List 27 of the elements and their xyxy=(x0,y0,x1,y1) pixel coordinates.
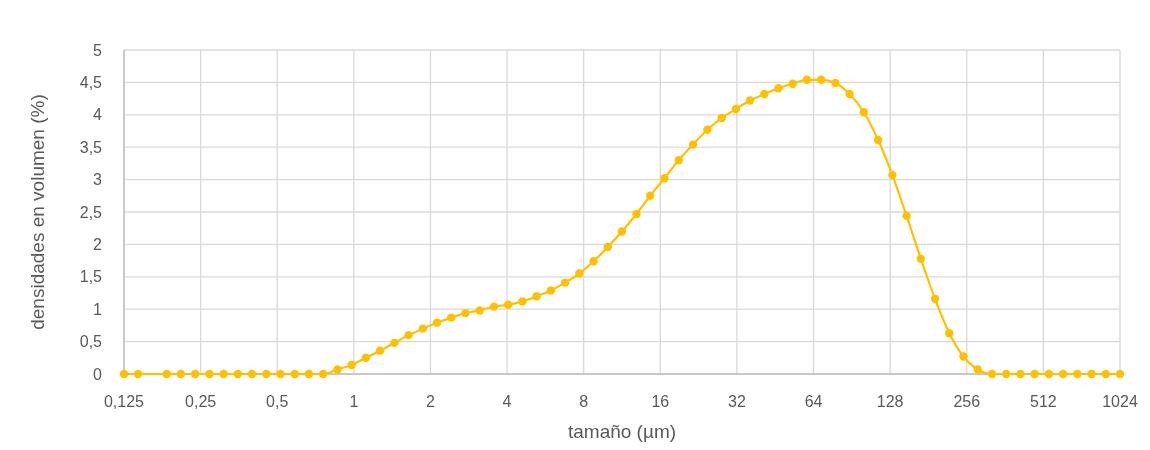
x-tick-label: 0,5 xyxy=(266,393,289,410)
x-tick-label: 32 xyxy=(728,393,746,410)
x-tick-label: 2 xyxy=(426,393,436,410)
x-tick-label: 256 xyxy=(953,393,981,410)
x-tick-label: 8 xyxy=(579,393,589,410)
y-tick-label: 2,5 xyxy=(79,203,103,221)
x-tick-label: 16 xyxy=(651,393,670,410)
y-axis-title: densidades en volumen (%) xyxy=(27,94,48,330)
y-tick-label: 2 xyxy=(93,236,103,253)
y-tick-label: 4,5 xyxy=(79,74,103,91)
x-tick-label: 512 xyxy=(1030,393,1057,410)
x-axis-title: tamaño (µm) xyxy=(567,421,677,442)
x-tick-label: 64 xyxy=(804,393,823,410)
y-tick-label: 4 xyxy=(93,106,103,124)
y-tick-label: 3 xyxy=(93,171,103,189)
y-tick-label: 3,5 xyxy=(79,138,103,156)
y-tick-label: 0,5 xyxy=(79,333,103,351)
x-tick-label: 1024 xyxy=(1102,393,1138,410)
y-tick-label: 5 xyxy=(93,41,103,59)
y-tick-label: 0 xyxy=(93,365,103,383)
x-tick-label: 0,25 xyxy=(185,393,217,410)
x-tick-label: 128 xyxy=(876,393,904,410)
x-tick-label: 4 xyxy=(502,393,512,410)
x-tick-label: 1 xyxy=(349,393,359,410)
y-tick-label: 1 xyxy=(93,300,103,318)
x-tick-label: 0,125 xyxy=(103,393,145,410)
y-tick-label: 1,5 xyxy=(79,268,103,286)
